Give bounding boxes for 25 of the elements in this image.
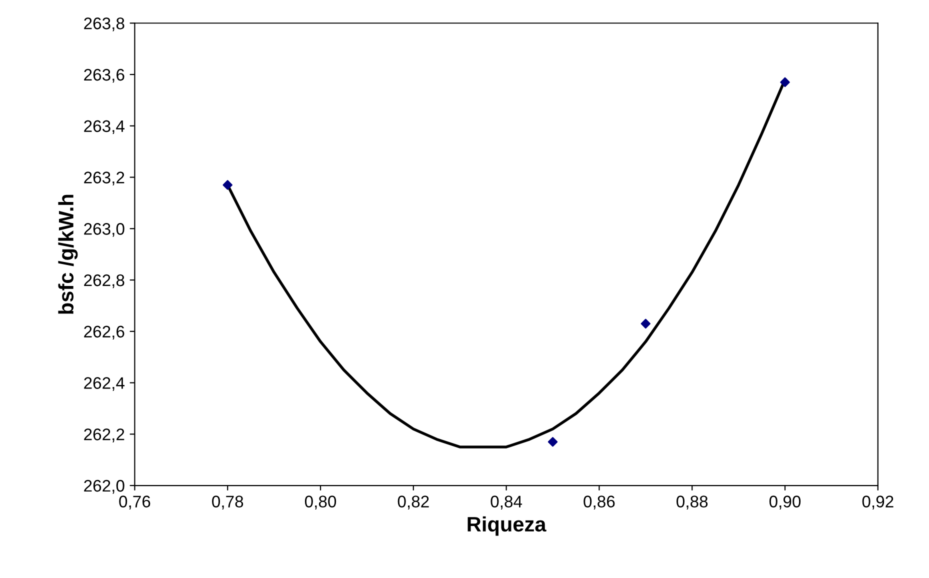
x-tick-label: 0,92 [862, 496, 894, 510]
x-tick-label: 0,76 [119, 496, 150, 510]
x-tick-label: 0,90 [769, 496, 801, 510]
point [780, 77, 790, 88]
point [222, 180, 232, 190]
x-tick-label: 0,86 [584, 496, 615, 510]
x-tick-label: 0,84 [490, 496, 522, 510]
y-tick-label: 263,0 [84, 223, 124, 237]
y-axis-title: bsfc /g/kW.h [58, 194, 78, 314]
y-tick-label: 262,4 [84, 377, 124, 391]
y-tick-label: 262,6 [84, 326, 124, 340]
y-tick-label: 263,2 [84, 172, 124, 186]
y-tick-label: 262,8 [84, 274, 124, 288]
point [548, 436, 558, 447]
x-tick-label: 0,80 [304, 496, 336, 510]
y-tick-label: 263,8 [84, 18, 124, 32]
y-tick-label: 263,4 [84, 120, 124, 134]
x-tick-label: 0,88 [676, 496, 708, 510]
y-tick-label: 263,6 [84, 68, 124, 83]
point [640, 318, 651, 329]
y-tick-label: 262,2 [84, 428, 124, 442]
x-tick-label: 0,78 [212, 496, 244, 510]
y-tick-label: 262,0 [84, 480, 124, 494]
x-axis-title: Riqueza [468, 516, 546, 536]
x-tick-label: 0,82 [398, 496, 429, 510]
